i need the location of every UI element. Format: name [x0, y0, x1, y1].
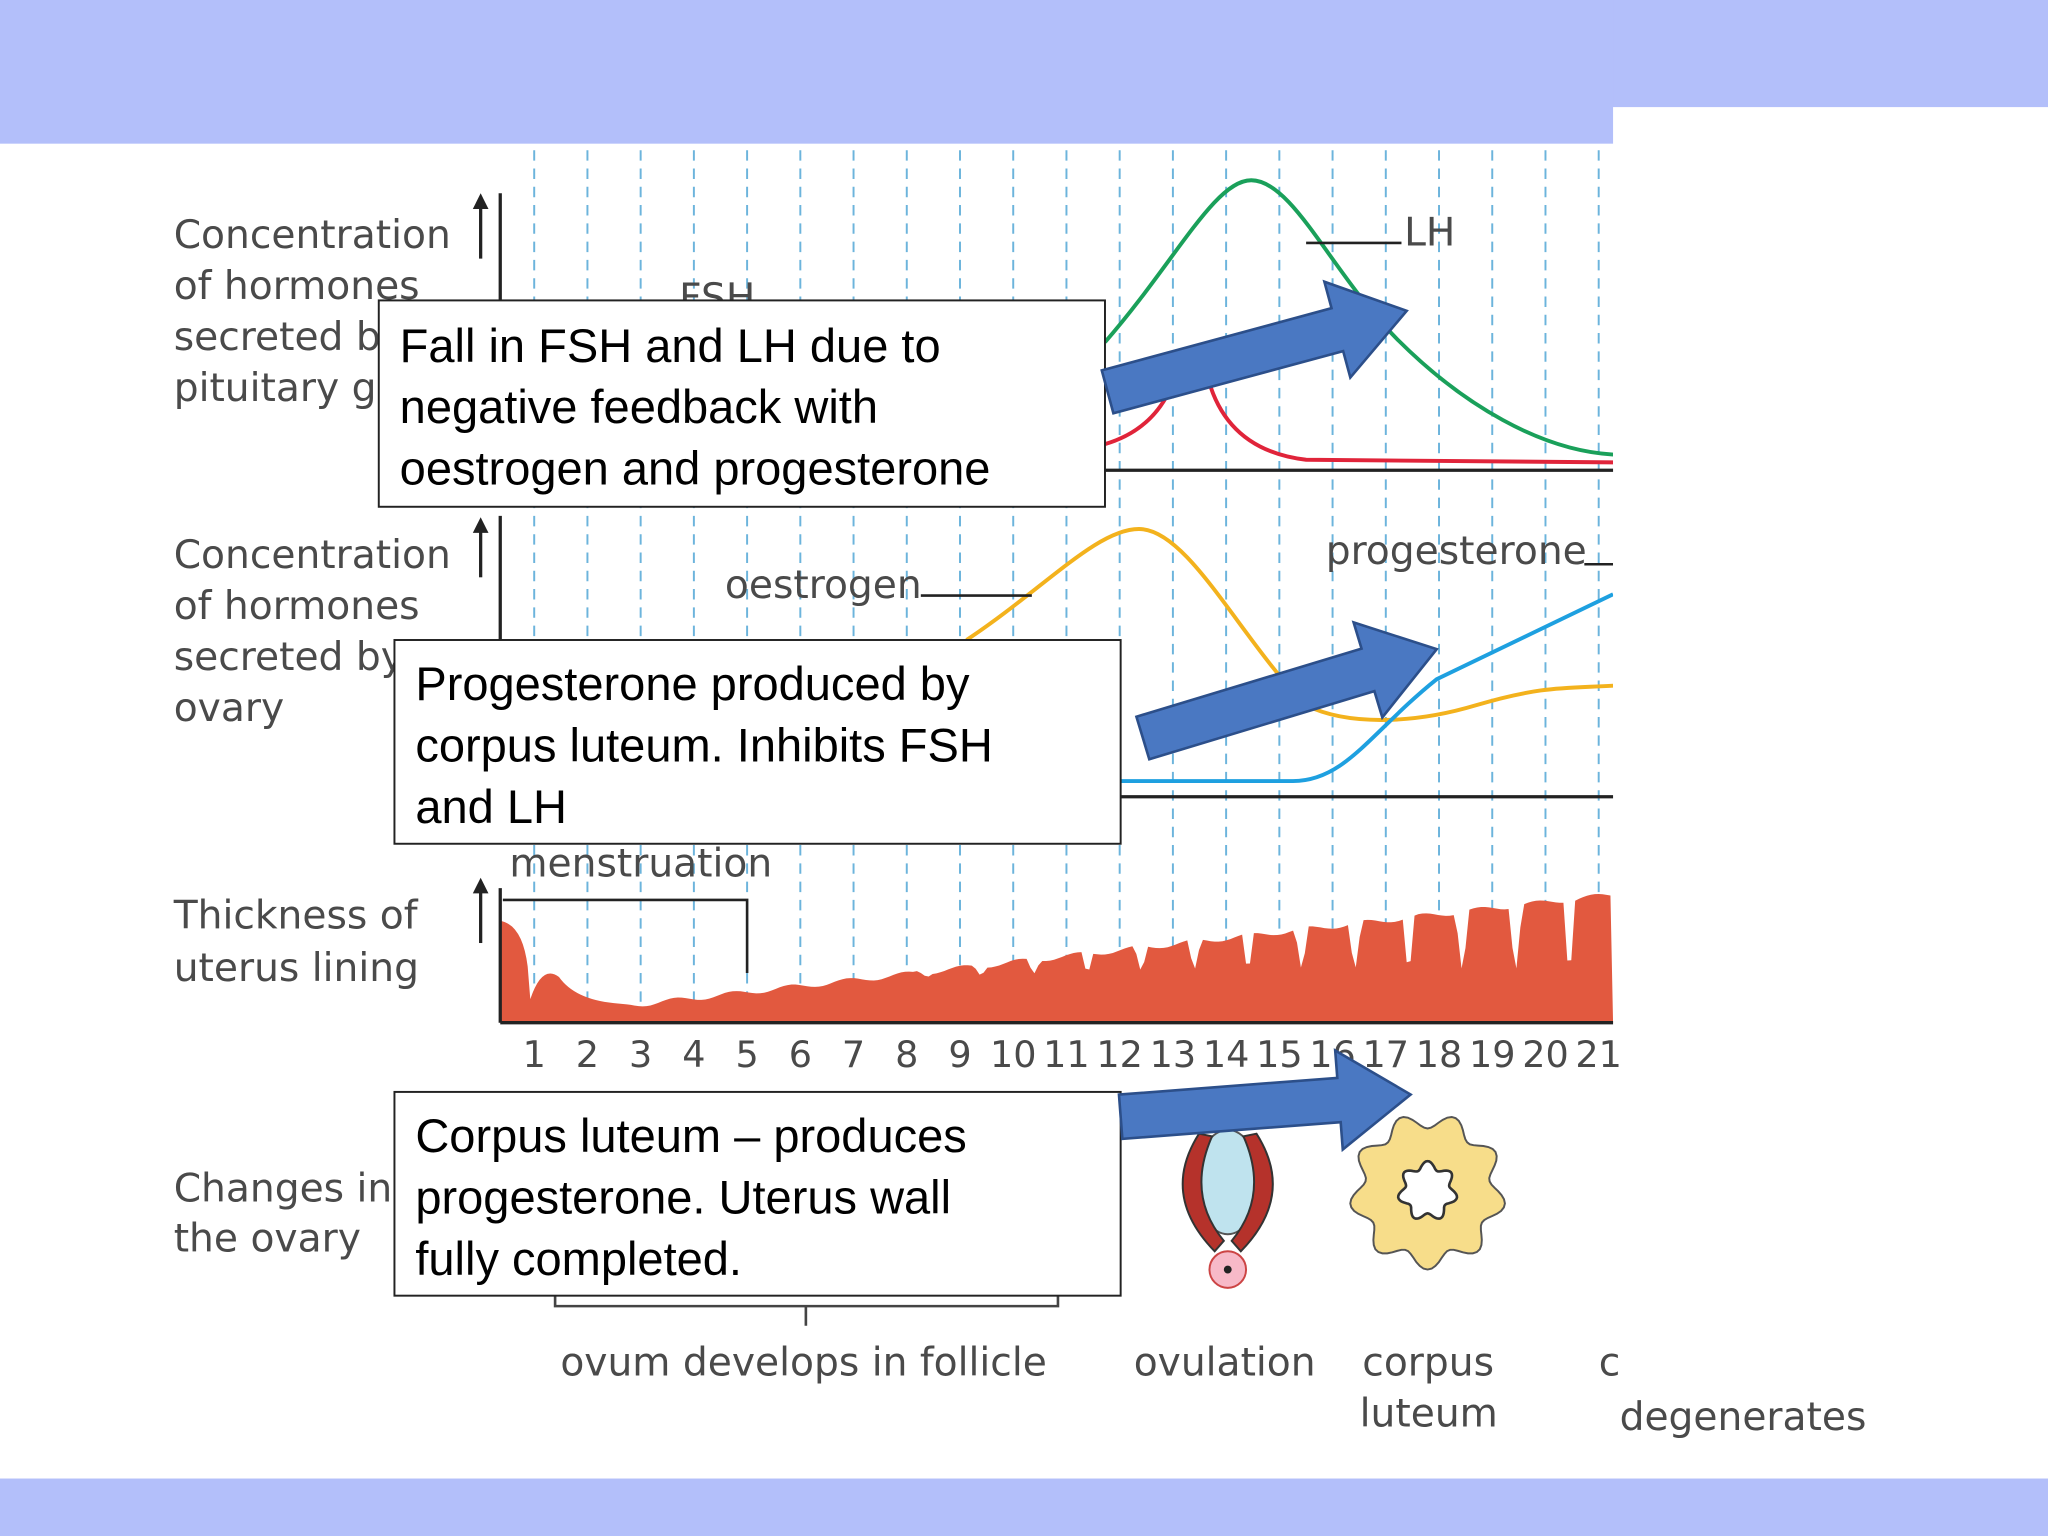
callout-text: and LH — [415, 780, 567, 833]
day-label: 11 — [1043, 1033, 1090, 1076]
day-label: 14 — [1203, 1033, 1250, 1076]
menstruation-bracket — [502, 898, 749, 974]
axis-label: Changes in — [174, 1167, 393, 1212]
callout-box — [393, 1090, 1122, 1297]
day-label: 3 — [629, 1033, 652, 1076]
axis-label: secreted by — [174, 635, 404, 680]
stage-label: c — [1599, 1340, 1621, 1385]
day-label: 20 — [1522, 1033, 1569, 1076]
ovary-drawings — [553, 1115, 1506, 1326]
axis-arrow — [472, 193, 489, 209]
day-label: 10 — [990, 1033, 1037, 1076]
lh-curve — [1103, 178, 1614, 457]
axis-label: Concentration — [174, 533, 451, 578]
day-label: 4 — [682, 1033, 705, 1076]
callout-text: fully completed. — [415, 1232, 742, 1285]
curve-label: oestrogen — [725, 563, 922, 608]
day-label: 9 — [948, 1033, 971, 1076]
callout-text: corpus luteum. Inhibits FSH — [415, 718, 992, 771]
axis-label: the ovary — [174, 1216, 361, 1261]
axis-label: uterus lining — [174, 946, 419, 991]
day-label: 7 — [842, 1033, 865, 1076]
curve-label: LH — [1404, 211, 1455, 256]
menstruation-label: menstruation — [509, 841, 772, 886]
axis-label: ovary — [174, 686, 284, 731]
callout-box — [377, 299, 1106, 508]
progesterone-curve — [1120, 592, 1614, 784]
day-label: 12 — [1096, 1033, 1143, 1076]
bottom-band — [0, 1478, 2048, 1536]
day-label: 6 — [789, 1033, 812, 1076]
callout-text: progesterone. Uterus wall — [415, 1170, 951, 1223]
stage-label: luteum — [1360, 1391, 1498, 1436]
curve-label: progesterone — [1326, 529, 1587, 574]
stage-label: ovulation — [1134, 1340, 1316, 1385]
callout-text: oestrogen and progesterone — [400, 442, 991, 495]
ovum-nucleus — [1223, 1265, 1232, 1274]
callout-text: negative feedback with — [400, 380, 878, 433]
day-label: 2 — [576, 1033, 599, 1076]
follicle-wall — [1230, 1132, 1274, 1253]
day-label: 17 — [1363, 1033, 1410, 1076]
top-band-left — [0, 0, 1614, 144]
day-label: 5 — [735, 1033, 758, 1076]
arrow — [1100, 279, 1409, 415]
axis-label: of hormones — [174, 584, 420, 629]
arrow — [1117, 1048, 1413, 1153]
callout-text: Corpus luteum – produces — [415, 1109, 966, 1162]
corpus-luteum-core — [1396, 1159, 1459, 1220]
callout-box — [393, 639, 1122, 845]
day-label: 21 — [1575, 1033, 1622, 1076]
axis-label: Thickness of — [173, 894, 419, 939]
callout-text: Progesterone produced by — [415, 657, 970, 710]
stage-label: corpus — [1362, 1340, 1494, 1385]
day-label: 15 — [1256, 1033, 1303, 1076]
axis-label: secreted by — [174, 315, 404, 360]
uterus-lining — [500, 894, 1614, 1023]
day-label: 19 — [1469, 1033, 1516, 1076]
arrow — [1134, 620, 1439, 761]
day-label: 1 — [523, 1033, 546, 1076]
axis-arrow — [472, 517, 489, 533]
day-labels: 1 2 3 4 5 6 7 8 9 10 11 12 13 14 15 16 17 18 19 20 21 — [523, 1033, 1622, 1076]
labels: Concentration of hormones secreted by pi… — [173, 211, 1867, 1441]
callout: Progesterone produced by corpus luteum. … — [393, 639, 1122, 845]
axis-label: Concentration — [174, 213, 451, 258]
day-label: 18 — [1416, 1033, 1463, 1076]
callout-text: Fall in FSH and LH due to — [400, 319, 941, 372]
axis-arrow — [472, 877, 489, 894]
callout: Fall in FSH and LH due to negative feedb… — [377, 299, 1106, 508]
arrows — [1100, 279, 1439, 1153]
callout: Corpus luteum – produces progesterone. U… — [393, 1090, 1122, 1297]
stage-label: ovum develops in follicle — [560, 1340, 1047, 1385]
day-label: 8 — [895, 1033, 918, 1076]
day-label: 13 — [1150, 1033, 1197, 1076]
follicle-wall — [1181, 1132, 1226, 1253]
follicle-bracket — [553, 1293, 1060, 1326]
stage-label: degenerates — [1620, 1395, 1867, 1440]
